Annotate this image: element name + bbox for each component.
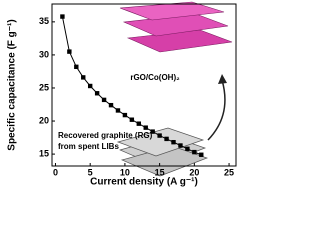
marker [199,152,204,157]
y-tick-label: 15 [39,148,49,158]
chart: rGO/Co(OH)₂ Recovered graphite (RG) from… [7,1,237,188]
y-axis-label: Specific capacitance (F g⁻¹) [7,19,18,150]
marker [164,136,169,142]
marker [192,149,197,155]
marker [136,121,141,126]
marker [94,91,100,96]
annotation: rGO/Co(OH)₂ [130,73,180,82]
marker [185,146,190,152]
marker [122,112,128,118]
graphite-illustration [116,127,209,177]
annotation: Recovered graphite (RG) [58,131,153,140]
marker [67,49,72,54]
marker [171,139,176,145]
marker [178,143,183,148]
y-tick-label: 30 [39,49,49,59]
x-tick-label: 10 [120,167,130,177]
plot-frame [51,3,237,167]
marker [87,83,93,89]
arrow [207,79,226,141]
marker [150,129,155,134]
x-tick-label: 25 [224,167,234,177]
annotation: from spent LIBs [58,142,119,151]
rgo-co-oh-illustration [119,1,233,53]
marker [129,117,135,122]
marker [108,102,114,108]
x-tick-label: 0 [53,167,58,177]
marker [101,97,107,103]
x-axis-label: Current density (A g⁻¹) [90,177,198,188]
x-tick-label: 20 [189,167,199,177]
y-tick-label: 35 [39,16,49,26]
y-tick-label: 20 [39,115,49,125]
marker [143,125,148,130]
marker [81,75,86,80]
marker [74,64,79,70]
marker [157,133,162,138]
marker [60,14,65,19]
y-tick-label: 25 [39,82,49,92]
x-tick-label: 15 [155,167,165,177]
x-tick-label: 5 [88,167,93,177]
marker [115,108,121,113]
arrowhead [218,74,227,84]
